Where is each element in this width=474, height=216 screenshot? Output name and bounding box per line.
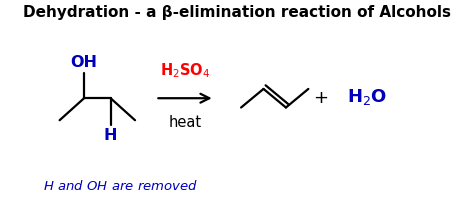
Text: $\it{H}$$\it{\ }$$\it{and\ OH\ are\ removed}$: $\it{H}$$\it{\ }$$\it{and\ OH\ are\ remo… — [43, 179, 199, 193]
Text: H$_2$O: H$_2$O — [347, 87, 388, 107]
Text: Dehydration - a β-elimination reaction of Alcohols: Dehydration - a β-elimination reaction o… — [23, 5, 451, 20]
Text: heat: heat — [168, 115, 201, 130]
Text: H$_2$SO$_4$: H$_2$SO$_4$ — [160, 61, 210, 80]
Text: +: + — [313, 89, 328, 107]
Text: H: H — [104, 128, 118, 143]
Text: OH: OH — [71, 55, 98, 70]
FancyArrowPatch shape — [158, 94, 210, 103]
